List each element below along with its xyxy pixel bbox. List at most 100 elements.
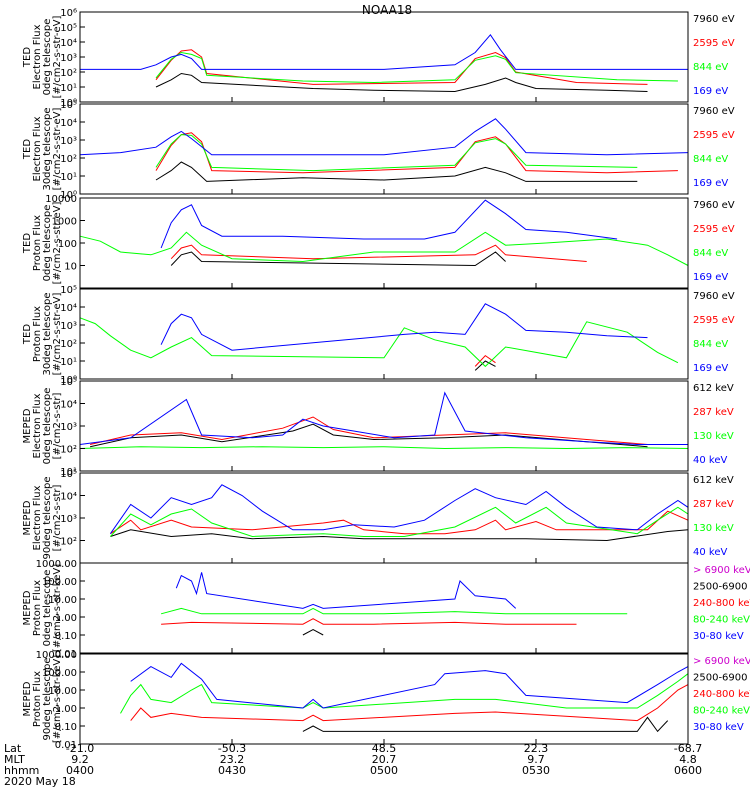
panel-8-ytick-label-3: 1.00	[55, 704, 77, 715]
panel-8-ylabel-line-1: MEPED	[22, 681, 33, 716]
footer-hhmm-3: 0500	[370, 764, 398, 777]
panel-6-ylabel: MEPEDElectron Flux90deg telescope[#/cm2-…	[22, 476, 63, 559]
panel-8-ylabel-line-2: Proton Flux	[32, 671, 43, 727]
panel-1-ylabel-line-1: TED	[22, 47, 33, 68]
panel-8-legend-4: 80-240 keV	[693, 706, 750, 717]
panel-4-ylabel-line-1: TED	[22, 324, 33, 345]
panel-5-ytick-label-4: 10⁴	[60, 400, 77, 411]
panel-5-ylabel: MEPEDElectron Flux0deg telescope[#/cm2-s…	[22, 388, 63, 465]
panel-1-ytick-label-4: 10³	[60, 53, 77, 64]
footer-mlt-5: 4.8	[679, 753, 697, 766]
panel-6-series-4	[109, 484, 689, 534]
panel-1-ytick-label-6: 10⁵	[60, 23, 77, 34]
panel-4-ylabel: TEDProton Flux30deg telescope[#/cm2-s-st…	[22, 292, 63, 375]
panel-3-series-4	[160, 199, 618, 249]
panel-7: 0.010.101.0010.00100.001000.00MEPEDProto…	[22, 559, 750, 660]
panel-1-series-2	[155, 49, 648, 85]
panel-8-legend-3: 240-800 keV	[693, 689, 750, 700]
panel-3-series-3	[79, 231, 689, 266]
panel-7-ytick-label-1: 0.01	[55, 649, 77, 660]
panel-3-ytick-label-3: 1000	[52, 217, 77, 228]
panel-4-ytick-label-6: 10⁵	[60, 285, 77, 296]
panel-6-series-2	[110, 510, 689, 535]
panel-4-ytick-label-1: 10⁰	[60, 375, 77, 386]
panel-2-ytick-label-3: 10²	[60, 154, 77, 165]
panel-6-ytick-label-4: 10⁵	[60, 469, 77, 480]
panel-6-ylabel-line-4: [#/cm2-s-str]	[52, 484, 63, 551]
panel-7-legend-3: 240-800 keV	[693, 598, 750, 609]
panel-4-series-3	[79, 317, 679, 368]
panel-4-ylabel-line-4: [#/cm2-s-str-eV]	[52, 293, 63, 376]
panel-6-legend-2: 287 keV	[693, 499, 734, 510]
footer-row-label-lat: Lat	[4, 742, 22, 755]
panel-3-ytick-label-1: 10	[64, 262, 77, 273]
panel-7-frame	[79, 562, 689, 654]
panel-2-ylabel-line-4: [#/cm2-s-str-eV]	[52, 108, 63, 191]
panel-1-legend-4: 169 eV	[693, 86, 728, 97]
panel-5-ylabel-line-4: [#/cm2-s-str]	[52, 392, 63, 459]
panel-4-ytick-label-2: 10¹	[60, 357, 77, 368]
panel-3-ylabel-line-4: [#/cm2-s-str-eV]	[52, 202, 63, 285]
panel-1-series-3	[155, 51, 678, 84]
panel-5-ytick-label-2: 10²	[60, 445, 77, 456]
panel-5-ytick-label-3: 10³	[60, 422, 77, 433]
panel-3-legend-1: 7960 eV	[693, 200, 735, 211]
panel-2-ytick-label-1: 10⁰	[60, 190, 77, 201]
panel-6-ytick-label-3: 10⁴	[60, 492, 77, 503]
panel-8-series-2	[302, 716, 669, 733]
panel-1-legend-2: 2595 eV	[693, 38, 735, 49]
panel-3-ylabel: TEDProton Flux0deg telescope[#/cm2-s-str…	[22, 202, 63, 285]
footer-lat-5: -68.7	[674, 742, 702, 755]
panel-5-legend-3: 130 keV	[693, 431, 734, 442]
panel-2-series-3	[155, 134, 638, 172]
panel-6-ylabel-line-3: 90deg telescope	[42, 476, 53, 559]
panel-5-ytick-label-1: 10¹	[60, 467, 77, 478]
panel-7-ytick-label-4: 10.00	[48, 595, 77, 606]
panel-2-ytick-label-4: 10³	[60, 136, 77, 147]
panel-1-legend-1: 7960 eV	[693, 14, 735, 25]
panel-5-series-2	[89, 416, 648, 445]
panel-2-ytick-label-6: 10⁵	[60, 100, 77, 111]
panel-7-series-3	[161, 618, 577, 625]
panel-8-ylabel-line-3: 90deg telescope	[42, 657, 53, 740]
panel-2-ytick-label-5: 10⁴	[60, 118, 77, 129]
panel-3-legend-4: 169 eV	[693, 272, 728, 283]
panel-5-series-3	[79, 446, 689, 450]
footer-row-label-hhmm: hhmm	[4, 764, 39, 777]
panel-2-legend-4: 169 eV	[693, 178, 728, 189]
footer-hhmm-2: 0430	[218, 764, 246, 777]
panel-3-series-1	[170, 251, 506, 267]
panel-8-ytick-label-4: 10.00	[48, 686, 77, 697]
panel-1-series-1	[155, 72, 648, 93]
panel-8-legend-1: > 6900 keV	[693, 656, 750, 667]
panel-8-ylabel-line-4: [#/cm2-s-str-keV]	[52, 655, 63, 743]
panel-3-legend-2: 2595 eV	[693, 224, 735, 235]
panel-7-ytick-label-2: 0.10	[55, 631, 77, 642]
panel-7-legend-4: 80-240 keV	[693, 615, 750, 626]
panel-3-frame	[79, 197, 689, 289]
panel-4-ylabel-line-2: Proton Flux	[32, 306, 43, 362]
panel-5-ylabel-line-1: MEPED	[22, 408, 33, 443]
panel-6-frame	[79, 472, 689, 564]
panel-1-ylabel-line-4: [#/cm2-s-str-eV]	[52, 16, 63, 99]
panel-4-frame	[79, 288, 689, 380]
panel-8-legend-2: 2500-6900	[693, 673, 748, 684]
panel-7-series-5	[175, 572, 517, 609]
footer-mlt-1: 9.2	[71, 753, 89, 766]
panel-4-series-1	[474, 360, 496, 371]
panel-8-ytick-label-6: 1000.00	[36, 650, 77, 661]
panel-8: 0.010.101.0010.00100.001000.00MEPEDProto…	[22, 650, 750, 751]
panel-4-ytick-label-4: 10³	[60, 321, 77, 332]
panel-5-legend-2: 287 keV	[693, 407, 734, 418]
panel-7-legend-5: 30-80 keV	[693, 631, 744, 642]
panel-2-ylabel-line-1: TED	[22, 139, 33, 160]
panel-8-series-3	[130, 684, 689, 722]
panel-7-ylabel: MEPEDProton Flux0deg telescope[#/cm2-s-s…	[22, 564, 63, 652]
panel-8-ytick-label-2: 0.10	[55, 722, 77, 733]
